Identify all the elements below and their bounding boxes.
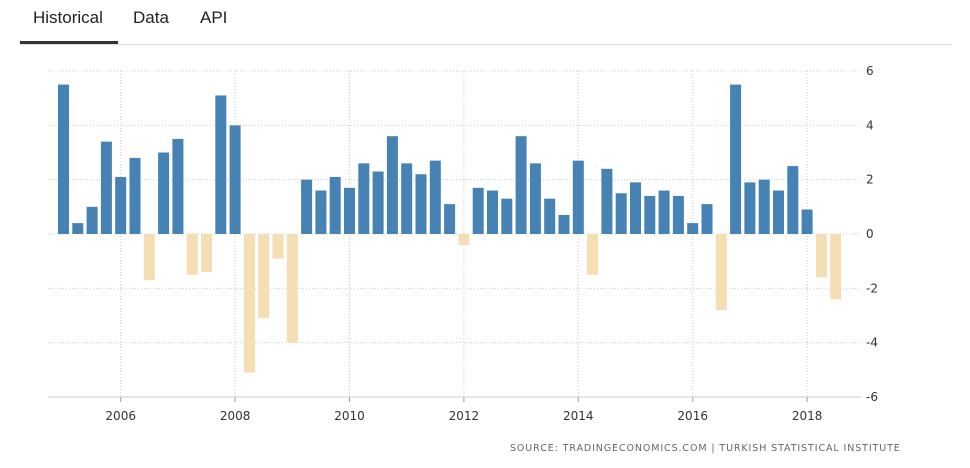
bar xyxy=(715,234,727,311)
bar xyxy=(472,187,484,234)
bar xyxy=(687,223,699,234)
bar xyxy=(658,190,670,234)
bar xyxy=(558,214,570,234)
bar xyxy=(401,163,413,234)
tab-bar: Historical Data API xyxy=(20,0,952,45)
bar xyxy=(801,209,813,234)
x-tick-label: 2016 xyxy=(677,409,708,423)
x-tick-label: 2014 xyxy=(563,409,594,423)
bar xyxy=(773,190,784,234)
bar xyxy=(229,125,241,234)
bar xyxy=(58,84,69,234)
bar xyxy=(415,174,427,234)
bar xyxy=(487,190,498,234)
bar xyxy=(215,95,227,234)
bar xyxy=(86,206,98,234)
bar xyxy=(386,136,398,234)
bar xyxy=(344,187,355,234)
bar xyxy=(758,179,770,234)
bar xyxy=(615,193,627,234)
bar xyxy=(572,160,584,234)
bar xyxy=(501,198,513,234)
bar xyxy=(458,234,470,245)
bar xyxy=(701,204,713,234)
bar xyxy=(143,234,155,281)
bar xyxy=(630,182,641,234)
bar xyxy=(358,163,370,234)
y-tick-label: -6 xyxy=(866,390,878,404)
bar xyxy=(272,234,284,259)
y-tick-label: 2 xyxy=(866,173,874,187)
bar xyxy=(644,195,656,234)
bar xyxy=(815,234,827,278)
bar xyxy=(72,223,84,234)
x-tick-label: 2008 xyxy=(220,409,251,423)
x-tick-label: 2010 xyxy=(334,409,365,423)
bar xyxy=(672,195,684,234)
bar xyxy=(315,190,327,234)
bar xyxy=(730,84,742,234)
x-tick-label: 2012 xyxy=(449,409,480,423)
bar xyxy=(372,171,384,234)
bar xyxy=(830,234,842,300)
y-tick-label: 4 xyxy=(866,118,874,132)
bar xyxy=(301,179,313,234)
bar xyxy=(129,157,141,234)
bar xyxy=(243,234,255,373)
y-tick-label: 6 xyxy=(866,64,874,78)
y-tick-label: 0 xyxy=(866,227,874,241)
x-tick-label: 2006 xyxy=(105,409,136,423)
active-tab-indicator xyxy=(20,41,118,44)
bar xyxy=(115,176,127,234)
bar xyxy=(186,234,198,275)
tab-api[interactable]: API xyxy=(200,8,228,27)
y-tick-label: -2 xyxy=(866,281,878,295)
bar xyxy=(201,234,212,273)
tab-historical[interactable]: Historical xyxy=(33,8,103,27)
bar xyxy=(329,176,341,234)
bar xyxy=(429,160,441,234)
chart: 6 4 2 0 -2 -4 -6 2006 2008 2010 2012 2014 2016 2018 xyxy=(48,64,878,423)
bar xyxy=(286,234,298,343)
source-attribution: SOURCE: TRADINGECONOMICS.COM | TURKISH S… xyxy=(510,443,901,454)
y-tick-label: -4 xyxy=(866,336,878,350)
x-tick-label: 2018 xyxy=(792,409,823,423)
bar xyxy=(744,182,756,234)
bar xyxy=(787,166,799,234)
bar xyxy=(258,234,270,319)
bar xyxy=(172,138,184,234)
bar xyxy=(444,204,456,234)
bar xyxy=(515,136,527,234)
tab-data[interactable]: Data xyxy=(133,8,169,27)
bar xyxy=(544,198,556,234)
bar xyxy=(529,163,541,234)
bar xyxy=(158,152,170,234)
bar xyxy=(601,168,613,234)
bar xyxy=(100,141,112,234)
bar xyxy=(587,234,599,275)
